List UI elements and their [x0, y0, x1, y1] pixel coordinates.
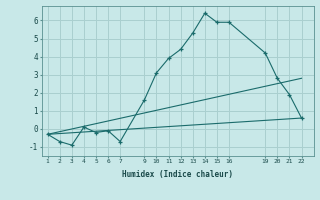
X-axis label: Humidex (Indice chaleur): Humidex (Indice chaleur): [122, 170, 233, 179]
